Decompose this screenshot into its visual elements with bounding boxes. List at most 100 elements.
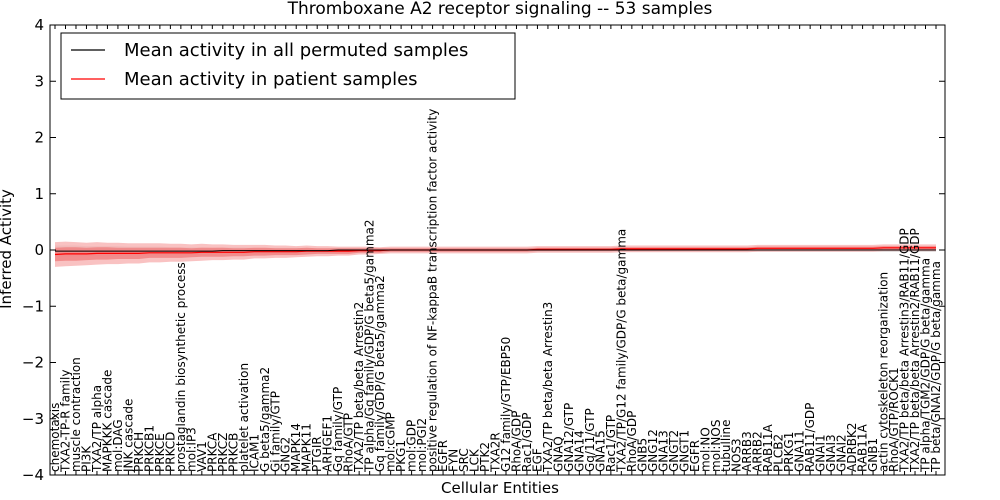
x-tick-label: MAPKKK cascade bbox=[100, 370, 114, 472]
x-tick-label: prostaglandin biosynthetic process bbox=[174, 262, 188, 472]
x-tick-label: PTGIR bbox=[310, 436, 324, 472]
x-tick-label: PRKCA bbox=[205, 432, 219, 472]
x-tick-label: PI3K bbox=[79, 445, 93, 472]
x-tick-label: EGFR bbox=[688, 440, 702, 472]
x-tick-label: PKG1 bbox=[394, 440, 408, 472]
x-tick-label: ADRBK2 bbox=[845, 422, 859, 472]
y-axis-label: Inferred Activity bbox=[0, 189, 15, 309]
x-axis-label: Cellular Entities bbox=[441, 479, 559, 497]
x-tick-label: GNA13 bbox=[656, 430, 670, 472]
x-tick-label: JNK cascade bbox=[121, 399, 135, 473]
x-tick-label: GNA11 bbox=[793, 430, 807, 472]
x-tick-label: MAPK11 bbox=[300, 423, 314, 472]
x-tick-label: G beta5/gamma2 bbox=[258, 367, 272, 472]
x-tick-label: mol:GDP bbox=[405, 420, 419, 472]
x-tick-label: GNAI1 bbox=[814, 434, 828, 472]
x-tick-label: GNB1 bbox=[866, 438, 880, 472]
x-tick-label: RAB11/GDP bbox=[803, 403, 817, 472]
x-tick-label: RhoA/GTP bbox=[342, 413, 356, 472]
y-tick-label: −3 bbox=[22, 410, 44, 428]
x-tick-label: SRC bbox=[457, 448, 471, 472]
y-tick-label: 3 bbox=[34, 72, 44, 90]
x-tick-label: MAPK14 bbox=[289, 423, 303, 472]
x-tick-label: positive regulation of NF-kappaB transcr… bbox=[426, 109, 440, 472]
legend-entry: Mean activity in all permuted samples bbox=[124, 40, 468, 61]
x-tick-label: TXA2/TP beta/beta Arrestin2 bbox=[352, 302, 366, 473]
x-tick-label: EGFR bbox=[436, 440, 450, 472]
x-tick-label: platelet activation bbox=[237, 363, 251, 472]
x-tick-label: mol:PGI2 bbox=[415, 418, 429, 472]
x-tick-label: TXA2/TP alpha bbox=[90, 385, 104, 473]
x-tick-label: PRKCZ bbox=[216, 433, 230, 472]
x-tick-label: ARRB3 bbox=[740, 431, 754, 472]
x-tick-label: G12 family/GTP/EBP50 bbox=[499, 337, 513, 472]
x-tick-label: FYN bbox=[447, 449, 461, 472]
x-tick-label: mol:cGMP bbox=[384, 412, 398, 472]
x-tick-label: TXA2R bbox=[489, 432, 503, 473]
y-tick-label: 0 bbox=[34, 241, 44, 259]
x-tick-label: ARRB2 bbox=[751, 431, 765, 472]
x-tick-label: TXA2-TP-R family bbox=[58, 370, 72, 473]
x-tick-label: PLCB2 bbox=[772, 434, 786, 472]
x-tick-label: GNA14 bbox=[572, 430, 586, 472]
x-tick-label: PRKCB bbox=[226, 433, 240, 472]
x-tick-label: VAV1 bbox=[195, 441, 209, 472]
legend-entry: Mean activity in patient samples bbox=[124, 69, 418, 90]
x-tick-label: TXA2/TP beta/beta Arrestin3 bbox=[541, 302, 555, 473]
x-tick-label: PTK2 bbox=[478, 442, 492, 472]
x-tick-label: mol:NOS bbox=[709, 420, 723, 472]
y-tick-label: −1 bbox=[22, 297, 44, 315]
x-tick-label: PRKCH bbox=[132, 432, 146, 472]
x-tick-label: muscle contraction bbox=[69, 357, 83, 472]
x-tick-label: RhoA/GDP bbox=[509, 411, 523, 472]
x-tick-label: GNA15 bbox=[593, 430, 607, 472]
x-tick-label: RAB11A bbox=[856, 423, 870, 472]
x-tick-label: EGF bbox=[530, 448, 544, 472]
x-tick-label: NOS3 bbox=[730, 438, 744, 472]
x-tick-label: mol:NO bbox=[698, 427, 712, 472]
x-tick-label: TXA2/TP beta/beta Arrestin2/RAB11/GDP bbox=[908, 228, 922, 473]
x-tick-label: GNGT1 bbox=[677, 430, 691, 472]
x-tick-label: actin cytoskeleton reorganization bbox=[877, 272, 891, 472]
x-tick-label: GNG2 bbox=[279, 437, 293, 472]
x-tick-label: RAB11A bbox=[761, 423, 775, 472]
x-tick-label: TP alpha/Gq family/GDP/G beta5/gamma2 bbox=[363, 219, 377, 473]
legend-box bbox=[60, 32, 516, 100]
x-tick-label: GNAQ bbox=[551, 436, 565, 472]
x-tick-label: TP alpha/TGM2/GDP/G beta/gamma bbox=[919, 258, 933, 473]
x-tick-label: RhoA/GDP bbox=[625, 411, 639, 472]
series-line-permuted bbox=[55, 249, 936, 252]
x-tick-label: Gq family/GDP/G beta5/gamma2 bbox=[373, 275, 387, 472]
chart-title: Thromboxane A2 receptor signaling -- 53 … bbox=[287, 0, 713, 19]
x-tick-label: Gq family/GTP bbox=[331, 387, 345, 472]
x-tick-label: RhoA/GTP/ROCK1 bbox=[887, 367, 901, 472]
x-tick-label: chemotaxis bbox=[48, 403, 62, 472]
x-tick-label: GNGT2 bbox=[667, 430, 681, 472]
x-tick-label: Rac1/GDP bbox=[520, 413, 534, 472]
y-tick-label: 4 bbox=[34, 16, 44, 34]
x-tick-label: GNB5 bbox=[635, 438, 649, 472]
x-tick-label: TXA2/TP beta/beta Arrestin3/RAB11/GDP bbox=[898, 228, 912, 473]
y-tick-label: 2 bbox=[34, 129, 44, 147]
x-tick-label: GNA12/GTP bbox=[562, 403, 576, 472]
x-tick-label: PRKCB1 bbox=[142, 425, 156, 472]
legend: Mean activity in all permuted samples Mea… bbox=[60, 32, 516, 100]
y-tick-label: −2 bbox=[22, 354, 44, 372]
x-tick-label: ARHGEF1 bbox=[321, 415, 335, 472]
x-tick-label: mol:DAG bbox=[111, 419, 125, 472]
x-tick-label: GNG12 bbox=[646, 429, 660, 472]
y-tick-label: −4 bbox=[22, 466, 44, 484]
x-tick-label: GNAI2 bbox=[835, 434, 849, 472]
x-tick-label: TP beta/GNAI2/GDP/G beta/gamma bbox=[929, 261, 943, 473]
y-tick-label: 1 bbox=[34, 185, 44, 203]
x-tick-label: PRKG1 bbox=[782, 432, 796, 472]
x-tick-label: Gi family/GTP bbox=[268, 391, 282, 472]
x-tick-label: PRKCE bbox=[153, 433, 167, 472]
x-tick-label: tubulline bbox=[719, 419, 733, 472]
x-tick-label: Gq/11/GTP bbox=[583, 408, 597, 472]
x-tick-label: LCK bbox=[468, 448, 482, 472]
x-tick-label: TXA2/TP/G12 family/GDP/G beta/gamma bbox=[614, 229, 628, 473]
x-tick-label: PRKCD bbox=[163, 432, 177, 472]
